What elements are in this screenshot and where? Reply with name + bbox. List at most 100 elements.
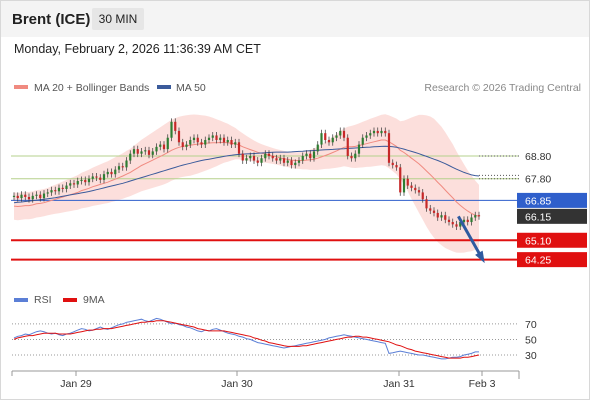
candle-body	[87, 178, 91, 183]
candle-body	[200, 142, 203, 145]
candle-body	[421, 192, 424, 200]
candle-body	[432, 210, 436, 213]
candle-body	[455, 224, 458, 227]
candle-body	[309, 153, 312, 159]
candle-body	[264, 153, 267, 159]
level-tag-68.80: 68.80	[525, 151, 551, 163]
candle-body	[181, 142, 184, 147]
candle-body	[35, 194, 38, 196]
candle-body	[466, 219, 469, 223]
candle-body	[346, 137, 349, 156]
candle-body	[189, 140, 192, 145]
legend-rsi-ma-label: 9MA	[83, 294, 105, 306]
candle-body	[196, 137, 199, 143]
level-tag-bg-66.85	[517, 192, 587, 208]
copyright: Research © 2026 Trading Central	[424, 82, 581, 94]
candle-body	[260, 158, 263, 163]
candle-body	[102, 174, 106, 180]
bollinger-band-area	[14, 114, 479, 253]
candle-body	[447, 219, 451, 223]
candle-body	[477, 215, 481, 217]
candle-body	[372, 130, 376, 134]
candle-body	[399, 167, 402, 193]
candle-body	[177, 130, 181, 143]
candle-body	[95, 176, 98, 178]
forecast-arrow-head	[475, 250, 485, 264]
candle-body	[429, 208, 432, 211]
bollinger-band-layer	[14, 114, 479, 253]
candle-body	[305, 153, 308, 156]
x-tick-label: Feb 3	[469, 378, 496, 390]
candle-body	[331, 137, 334, 143]
candle-body	[84, 179, 87, 183]
candle-body	[470, 217, 473, 223]
candle-body	[65, 185, 68, 189]
candle-body	[387, 133, 391, 163]
candle-body	[376, 130, 379, 134]
candle-body	[117, 166, 121, 170]
candle-body	[267, 153, 271, 156]
candle-body	[185, 144, 188, 147]
candle-body	[226, 140, 229, 143]
level-tag-66.85: 66.85	[525, 195, 551, 207]
candle-body	[76, 181, 79, 185]
level-tag-bg-66.15	[517, 208, 587, 224]
level-tag-bg-65.10	[517, 232, 587, 248]
candle-body	[391, 162, 394, 166]
candle-body	[27, 196, 31, 200]
candle-body	[286, 160, 289, 163]
candle-body	[297, 160, 301, 163]
legend-rsi-label: RSI	[34, 294, 52, 306]
candle-body	[245, 158, 248, 161]
timeframe-button[interactable]: 30 MIN	[92, 8, 144, 30]
candle-body	[290, 160, 293, 166]
candle-body	[414, 187, 417, 191]
candle-body	[282, 158, 286, 163]
candle-body	[162, 144, 166, 150]
candle-body	[129, 153, 132, 161]
candle-body	[72, 183, 76, 185]
candle-body	[151, 151, 154, 155]
candle-body	[324, 133, 327, 141]
candle-body	[395, 165, 398, 168]
candle-body	[256, 160, 259, 163]
level-tag-64.25: 64.25	[525, 255, 551, 267]
candle-body	[110, 171, 113, 175]
candle-body	[312, 151, 316, 159]
candle-body	[301, 155, 304, 161]
candle-body	[106, 171, 109, 175]
candle-body	[166, 137, 169, 150]
rsi-tick-70: 70	[525, 319, 537, 331]
candle-body	[125, 160, 128, 168]
candle-body	[406, 178, 409, 186]
candle-body	[384, 130, 387, 134]
candle-body	[147, 150, 151, 155]
candle-body	[155, 146, 158, 152]
ma20-line	[13, 139, 480, 217]
candle-body	[159, 144, 162, 147]
candle-body	[425, 199, 428, 209]
forecast-arrow-shaft	[457, 215, 485, 261]
candle-body	[234, 142, 237, 145]
candle-body	[252, 155, 256, 161]
candle-body	[365, 135, 368, 138]
candle-body	[211, 135, 214, 138]
chart-timestamp: Monday, February 2, 2026 11:36:39 AM CET	[14, 42, 261, 56]
candle-body	[31, 195, 34, 200]
candle-body	[50, 190, 53, 193]
rsi-line	[13, 317, 479, 360]
rsi-tick-50: 50	[525, 334, 537, 346]
candle-body	[121, 166, 124, 168]
candle-body	[417, 190, 421, 193]
candle-body	[316, 144, 319, 152]
rsi-ma-line	[13, 320, 480, 359]
legend-swatch-ma50	[157, 85, 171, 89]
x-axis: Jan 29 Jan 30 Jan 31 Feb 3	[11, 371, 496, 390]
legend-ma20-label: MA 20 + Bollinger Bands	[34, 82, 149, 94]
candle-body	[361, 137, 364, 145]
candle-body	[357, 144, 361, 154]
candle-body	[342, 130, 346, 138]
candle-body	[20, 194, 23, 199]
candle-body	[249, 155, 252, 159]
candle-body	[204, 140, 207, 145]
